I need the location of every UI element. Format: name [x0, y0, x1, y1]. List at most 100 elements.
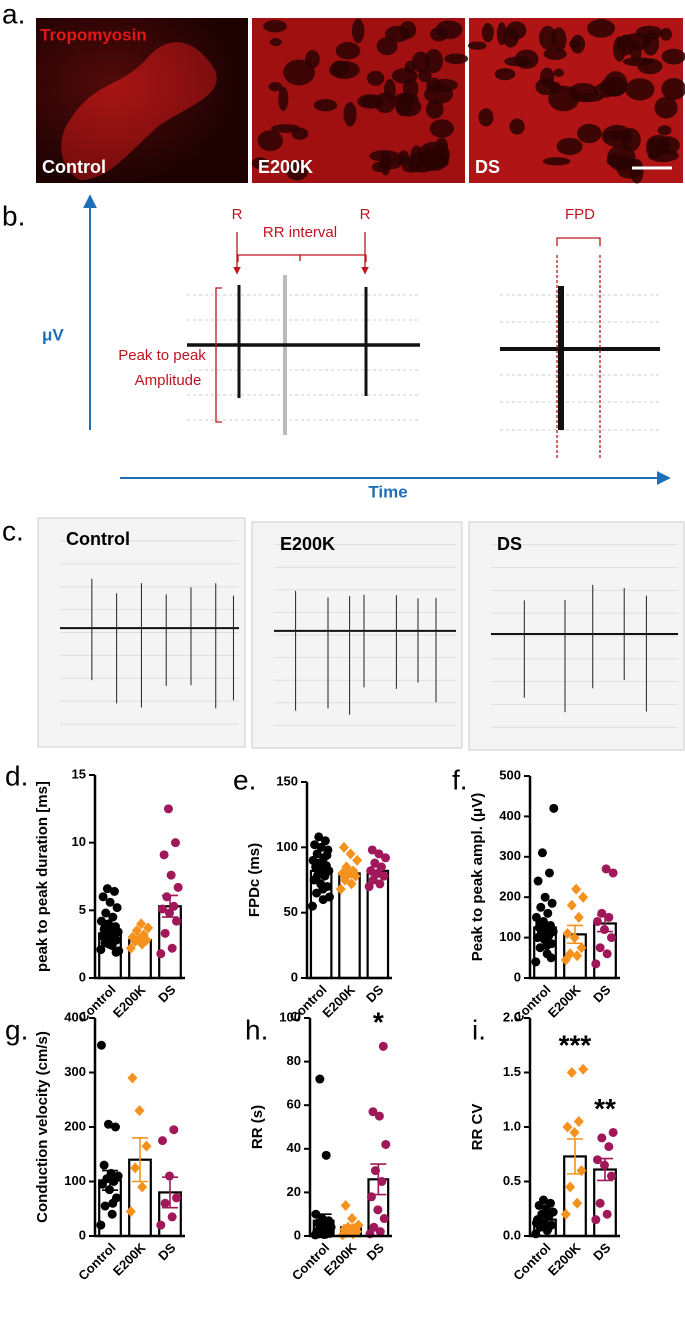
x-tick-label: E200K [545, 1240, 584, 1279]
point [369, 1222, 379, 1232]
dark-cell [376, 37, 398, 56]
dark-cell [481, 22, 494, 43]
panel-letter: a. [2, 0, 25, 29]
y-tick-label: 1.5 [503, 1064, 521, 1079]
y-tick-label: 0 [291, 969, 298, 984]
point [170, 838, 180, 848]
dark-cell [568, 82, 598, 102]
y-tick-label: 5 [79, 902, 86, 917]
point [308, 855, 318, 865]
dark-cell [616, 159, 643, 179]
point [572, 1197, 583, 1209]
dark-cell [569, 39, 581, 49]
point [562, 1121, 573, 1133]
dark-cell [418, 68, 432, 83]
panel-letter: d. [5, 760, 28, 791]
x-tick-label: E200K [545, 982, 584, 1021]
y-tick-label: 0.5 [503, 1173, 521, 1188]
point [569, 1126, 580, 1138]
error-bar [132, 1137, 148, 1183]
point [310, 840, 320, 850]
error-bar [102, 1169, 118, 1192]
dark-cell [613, 36, 626, 62]
x-tick-label: DS [155, 1240, 179, 1264]
y-axis-title: RR (s) [249, 1105, 266, 1149]
dark-cell [539, 25, 557, 50]
trace [187, 285, 660, 430]
point [547, 898, 557, 908]
panel-letter: g. [5, 1014, 28, 1045]
dark-cell [635, 25, 663, 40]
point [107, 1209, 117, 1219]
point [110, 1122, 120, 1132]
error-bar [537, 1215, 553, 1224]
significance: * [373, 1007, 384, 1038]
point [166, 870, 176, 880]
y-tick-label: 0 [79, 969, 86, 984]
point [102, 884, 112, 894]
dark-cell [263, 20, 287, 33]
y-tick-label: 200 [499, 889, 521, 904]
x-tick-label: DS [155, 982, 179, 1006]
point [130, 1162, 141, 1174]
point [381, 1139, 391, 1149]
point [141, 1140, 152, 1152]
glow [36, 18, 248, 183]
y-tick-label: 150 [276, 773, 298, 788]
dark-cell [268, 81, 283, 92]
point [536, 902, 546, 912]
point [315, 1074, 325, 1084]
error-bar [162, 1176, 178, 1209]
micrographs [36, 18, 685, 184]
dark-cell [278, 86, 289, 112]
axes [528, 776, 620, 980]
point [591, 1215, 601, 1225]
point [533, 876, 543, 886]
r-label: R [232, 206, 243, 223]
axes [93, 1018, 185, 1238]
y-tick-label: 2.0 [503, 1009, 521, 1024]
y-tick-label: 300 [499, 848, 521, 863]
point [592, 916, 602, 926]
x-tick-label: E200K [110, 1240, 149, 1279]
dark-cell [622, 57, 653, 67]
point [171, 916, 181, 926]
dark-cell [425, 99, 444, 119]
error-bar [370, 1163, 387, 1196]
point [368, 875, 378, 885]
point [113, 1171, 123, 1181]
point [100, 923, 110, 933]
y-tick-label: 400 [499, 808, 521, 823]
error-bar [597, 914, 613, 933]
point [572, 950, 583, 962]
amplitude-label: Peak to peak [118, 347, 206, 364]
point [134, 1105, 145, 1117]
point [160, 928, 170, 938]
y-tick-label: 15 [72, 766, 86, 781]
dark-cell [366, 70, 385, 86]
point [565, 1181, 576, 1193]
point [156, 949, 166, 959]
point [143, 922, 154, 934]
point [592, 1155, 602, 1165]
y-tick-label: 100 [499, 929, 521, 944]
dark-cell [313, 99, 338, 112]
dark-cell [467, 41, 487, 50]
point [162, 892, 172, 902]
y-tick-label: 0 [294, 1227, 301, 1242]
y-tick-label: 50 [284, 904, 298, 919]
dark-cell [660, 28, 672, 41]
dark-cell [542, 157, 571, 166]
dark-cell [494, 68, 516, 81]
dark-cell [509, 118, 525, 135]
point [608, 868, 618, 878]
x-tick-label: DS [590, 1240, 614, 1264]
point [578, 891, 589, 903]
dark-cell [429, 119, 454, 138]
point [100, 1201, 110, 1211]
fpd-label: FPD [565, 206, 595, 223]
dark-cell [604, 130, 628, 141]
trace-grid [187, 294, 660, 431]
dark-cell [343, 102, 357, 127]
dark-cell [444, 53, 469, 65]
